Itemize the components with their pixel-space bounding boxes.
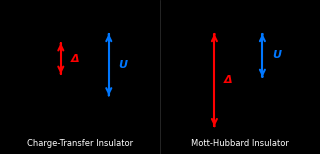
Text: U: U bbox=[272, 51, 281, 60]
Text: Δ: Δ bbox=[224, 75, 233, 85]
Text: Charge-Transfer Insulator: Charge-Transfer Insulator bbox=[27, 139, 133, 148]
Text: Δ: Δ bbox=[70, 54, 79, 63]
Text: U: U bbox=[118, 60, 127, 70]
Text: Mott-Hubbard Insulator: Mott-Hubbard Insulator bbox=[191, 139, 289, 148]
